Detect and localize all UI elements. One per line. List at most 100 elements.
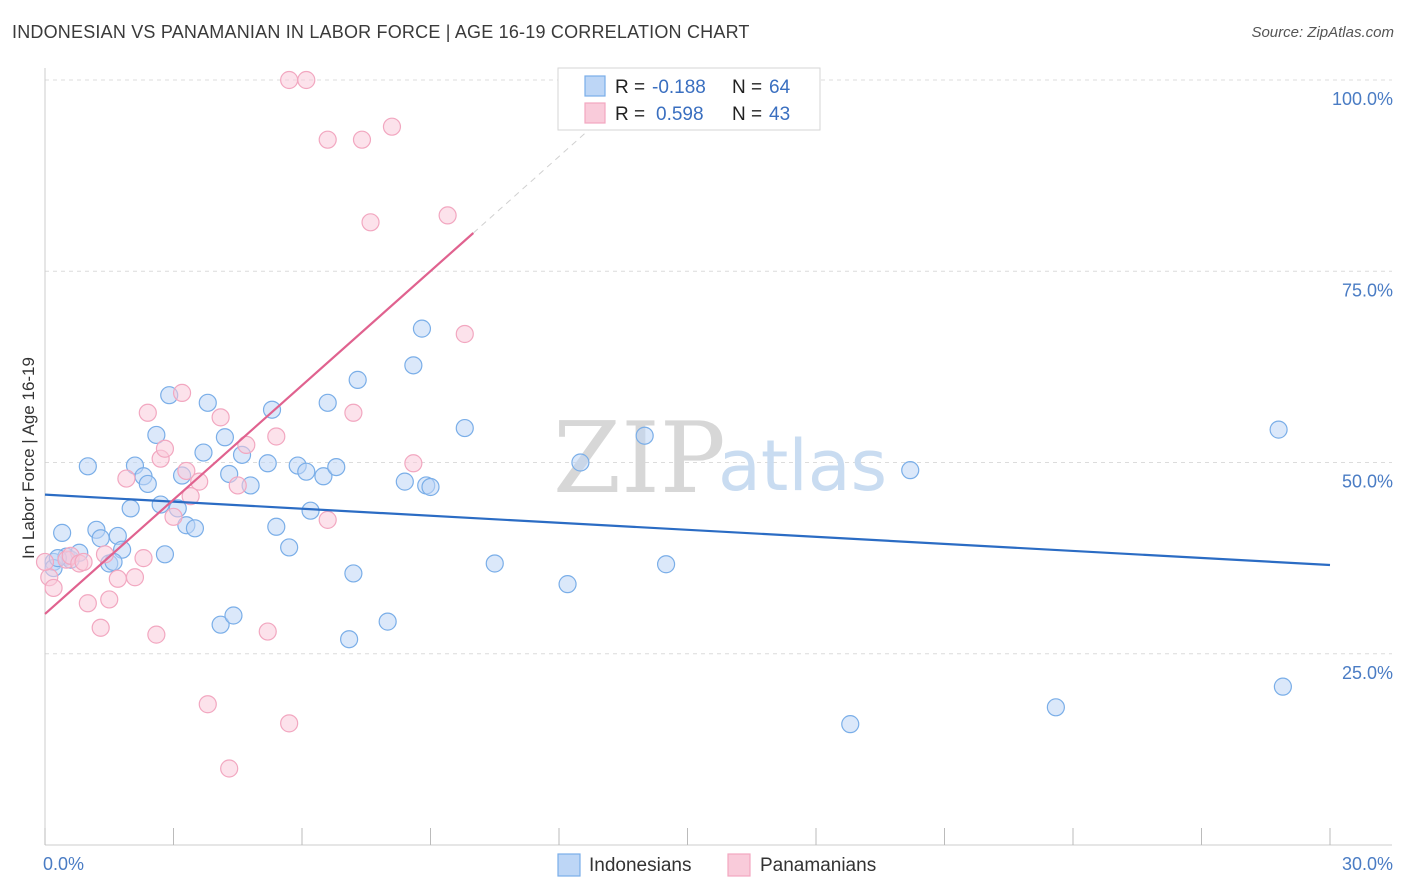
point-indonesians-11	[121, 499, 140, 518]
point-panamanians-30	[297, 70, 316, 90]
point-panamanians-19	[181, 487, 200, 506]
point-panamanians-42	[74, 552, 93, 572]
point-indonesians-60	[1273, 677, 1292, 696]
point-panamanians-22	[211, 408, 230, 427]
point-panamanians-17	[172, 383, 192, 402]
point-panamanians-15	[155, 439, 175, 458]
point-indonesians-26	[215, 428, 234, 447]
point-panamanians-5	[78, 594, 97, 613]
point-panamanians-6	[91, 618, 110, 637]
point-panamanians-32	[318, 510, 337, 529]
y-tick-label-1: 50.0%	[1342, 472, 1393, 492]
tick-labels: 25.0% 50.0% 75.0% 100.0% 0.0% 30.0%	[43, 89, 1393, 874]
legend-n-label-1: N =	[732, 77, 762, 98]
point-panamanians-36	[382, 117, 402, 136]
point-indonesians-5	[78, 457, 97, 476]
point-indonesians-42	[344, 564, 363, 583]
point-indonesians-15	[147, 425, 166, 445]
point-indonesians-52	[558, 575, 577, 594]
series-legend: Indonesians Panamanians	[557, 853, 876, 877]
point-panamanians-21	[198, 695, 217, 714]
legend-r-value-1: -0.188	[652, 77, 706, 98]
bottom-legend-indonesians: Indonesians	[589, 855, 691, 876]
y-tick-label-3: 100.0%	[1332, 89, 1393, 109]
trendline-indonesians	[44, 493, 1331, 567]
point-panamanians-27	[267, 427, 286, 446]
point-indonesians-36	[297, 462, 316, 481]
point-indonesians-49	[421, 477, 440, 497]
x-tick-label-0: 0.0%	[43, 854, 84, 874]
series-panamanians	[35, 70, 474, 778]
point-indonesians-1	[53, 523, 72, 542]
point-indonesians-31	[258, 454, 277, 473]
point-indonesians-40	[327, 457, 346, 477]
bottom-legend-panamanians: Panamanians	[760, 855, 876, 876]
point-indonesians-50	[455, 418, 474, 438]
point-panamanians-31	[318, 130, 337, 149]
y-tick-label-0: 25.0%	[1342, 663, 1393, 683]
point-panamanians-23	[220, 759, 239, 778]
legend-n-value-1: 64	[769, 77, 791, 98]
point-indonesians-44	[378, 612, 397, 631]
point-panamanians-11	[134, 549, 153, 568]
legend-swatch-panamanians	[584, 102, 606, 124]
point-indonesians-22	[185, 519, 205, 538]
point-panamanians-33	[344, 403, 363, 422]
point-indonesians-56	[841, 715, 860, 734]
point-indonesians-58	[1046, 698, 1065, 717]
point-panamanians-28	[280, 714, 299, 733]
legend-r-value-2: 0.598	[656, 104, 704, 125]
y-axis-label: In Labor Force | Age 16-19	[19, 357, 38, 559]
point-panamanians-16	[164, 507, 183, 526]
point-indonesians-37	[301, 501, 320, 520]
point-panamanians-10	[125, 568, 145, 587]
point-panamanians-35	[361, 213, 380, 232]
point-panamanians-7	[100, 590, 119, 609]
point-panamanians-25	[237, 435, 256, 455]
point-indonesians-33	[267, 517, 286, 536]
data-points	[35, 70, 1292, 778]
point-indonesians-28	[224, 606, 243, 625]
point-panamanians-40	[35, 552, 55, 572]
legend-n-value-2: 43	[769, 104, 790, 125]
point-indonesians-46	[404, 356, 423, 375]
point-indonesians-34	[280, 538, 299, 557]
legend-n-label-2: N =	[732, 104, 762, 125]
point-indonesians-38	[314, 467, 333, 486]
point-indonesians-25	[211, 615, 230, 634]
point-panamanians-9	[117, 469, 136, 488]
bottom-legend-swatch-indonesians	[557, 853, 581, 877]
point-indonesians-43	[348, 370, 367, 389]
point-panamanians-29	[280, 70, 299, 90]
point-panamanians-34	[352, 130, 372, 149]
point-indonesians-45	[395, 472, 414, 491]
watermark-atlas: atlas	[718, 425, 887, 507]
y-tick-label-2: 75.0%	[1342, 280, 1393, 300]
trendline-extension-panamanians	[473, 117, 603, 234]
point-indonesians-39	[318, 393, 337, 412]
point-panamanians-12	[138, 403, 157, 422]
legend-swatch-indonesians	[584, 75, 606, 97]
point-indonesians-24	[198, 393, 217, 412]
source-label: Source: ZipAtlas.com	[1251, 24, 1394, 41]
point-indonesians-14	[138, 474, 157, 494]
x-tick-label-1: 30.0%	[1342, 854, 1393, 874]
trendline-panamanians	[44, 232, 475, 615]
point-indonesians-54	[635, 426, 654, 445]
point-indonesians-57	[901, 461, 920, 480]
point-indonesians-7	[91, 529, 110, 548]
point-panamanians-1	[44, 578, 63, 598]
bottom-legend-swatch-panamanians	[727, 853, 751, 877]
point-indonesians-55	[656, 555, 676, 574]
point-indonesians-41	[340, 630, 359, 649]
point-panamanians-24	[228, 476, 247, 495]
point-panamanians-13	[147, 625, 166, 644]
point-panamanians-8	[108, 569, 127, 588]
point-panamanians-37	[404, 454, 423, 473]
series-indonesians	[44, 319, 1292, 734]
axes	[44, 68, 1392, 846]
stats-legend: R = -0.188 N = 64 R = 0.598 N = 43	[557, 67, 821, 131]
point-indonesians-32	[262, 400, 282, 419]
point-panamanians-18	[177, 461, 196, 481]
